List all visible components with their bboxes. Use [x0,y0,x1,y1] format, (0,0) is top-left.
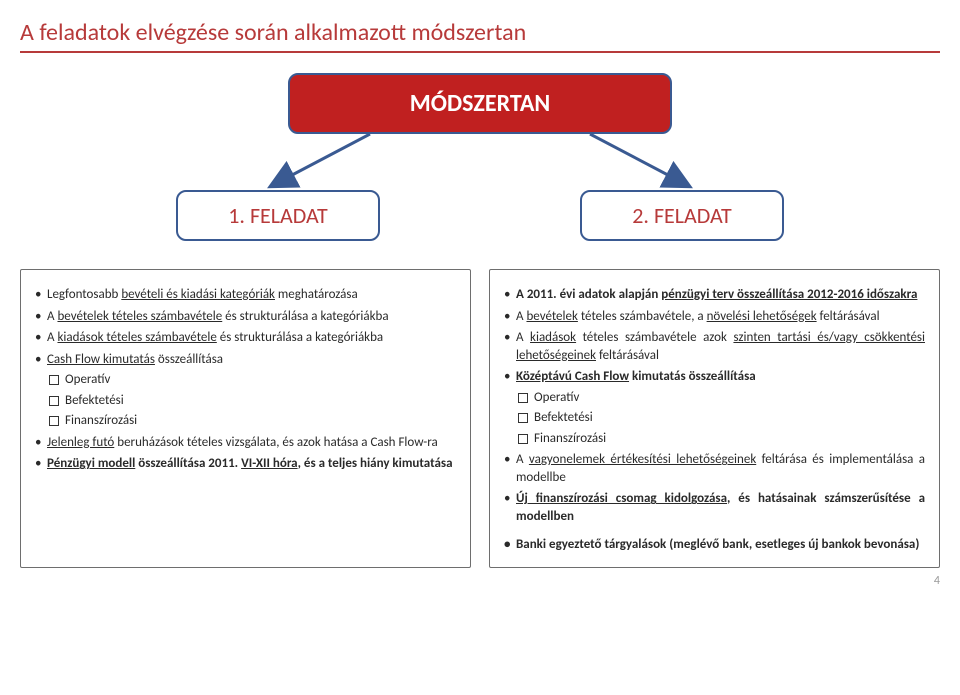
text: kiadások tételes számbavétele [57,330,216,345]
col1-sub: Operatív [35,371,456,389]
columns: Legfontosabb bevételi és kiadási kategór… [20,269,940,568]
text: és strukturálása a kategóriákba [222,309,388,324]
col2-item: Új finanszírozási csomag kidolgozása, és… [504,490,925,525]
text: bevételi és kiadási kategóriák [121,287,275,302]
text: bevételek tételes számbavétele [57,309,222,324]
col2-sub: Befektetési [504,409,925,427]
text: bevételek [526,309,577,324]
col1-item: Legfontosabb bevételi és kiadási kategór… [35,286,456,304]
text: feltárásával [817,309,880,324]
text: és strukturálása a kategóriákba [217,330,383,345]
text: meghatározása [275,287,358,302]
column-2: A 2011. évi adatok alapján pénzügyi terv… [489,269,940,568]
arrow-right-icon [590,134,685,184]
feladat-row: 1. FELADAT 2. FELADAT [20,190,940,241]
feladat-1-box: 1. FELADAT [176,190,380,241]
text: Pénzügyi modell [47,456,135,471]
col2-item: Banki egyeztető tárgyalások (meglévő ban… [504,536,925,554]
col2-item: Középtávú Cash Flow kimutatás összeállít… [504,368,925,386]
text: összeállítása 2011. [135,456,241,471]
col1-sub: Finanszírozási [35,412,456,430]
text: beruházások tételes vizsgálata, és azok … [114,435,437,450]
page-title: A feladatok elvégzése során alkalmazott … [20,18,940,47]
text: pénzügyi terv összeállítása 2012-2016 id… [661,287,917,302]
col2-sub: Finanszírozási [504,430,925,448]
text: Jelenleg futó [47,435,114,450]
text: A [516,309,526,324]
text: vagyonelemek értékesítési lehetőségeinek [529,452,756,467]
text: A [516,330,530,345]
text: Legfontosabb [47,287,121,302]
col2-item: A vagyonelemek értékesítési lehetőségein… [504,451,925,486]
col2-item: A kiadások tételes számbavétele azok szi… [504,329,925,364]
text: tételes számbavétele azok [576,330,733,345]
text: A [516,452,529,467]
text: kimutatás összeállítása [629,369,756,384]
col1-item: Pénzügyi modell összeállítása 2011. VI-X… [35,455,456,473]
text: A 2011. évi adatok alapján [516,287,661,302]
diagram-container: MÓDSZERTAN 1. FELADAT 2. FELADAT Legfont… [20,73,940,588]
col1-item: A bevételek tételes számbavétele és stru… [35,308,456,326]
text: kiadások [530,330,576,345]
col1-item: Jelenleg futó beruházások tételes vizsgá… [35,434,456,452]
feladat-2-box: 2. FELADAT [580,190,784,241]
module-box: MÓDSZERTAN [288,73,672,134]
arrow-left-icon [275,134,370,184]
text: Cash Flow kimutatás [47,352,155,367]
col1-sub: Befektetési [35,392,456,410]
col1-item: A kiadások tételes számbavétele és struk… [35,329,456,347]
text: feltárásával [596,348,659,363]
text: Középtávú Cash Flow [516,369,629,384]
text: tételes számbavétele, a [578,309,707,324]
column-1: Legfontosabb bevételi és kiadási kategór… [20,269,471,568]
text: , és a teljes hiány kimutatása [298,456,453,471]
text: növelési lehetőségek [707,309,817,324]
text: Új finanszírozási csomag kidolgozása [516,491,727,506]
text: A [47,330,57,345]
arrows-svg [20,134,940,190]
text: A [47,309,57,324]
page-number: 4 [20,574,940,588]
col2-item: A bevételek tételes számbavétele, a növe… [504,308,925,326]
col1-item: Cash Flow kimutatás összeállítása [35,351,456,369]
col2-item: A 2011. évi adatok alapján pénzügyi terv… [504,286,925,304]
text: összeállítása [155,352,223,367]
title-underline [20,51,940,53]
text: VI-XII hóra [241,456,298,471]
arrows-area [20,134,940,190]
col2-sub: Operatív [504,389,925,407]
